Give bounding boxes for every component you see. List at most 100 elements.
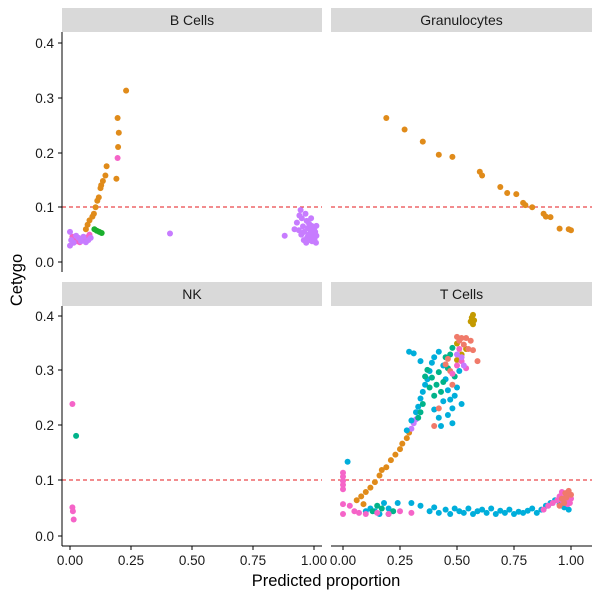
data-point (392, 451, 399, 458)
y-tick-label-bottom-1: 0.1 (35, 473, 54, 488)
data-point (428, 359, 435, 366)
data-point (281, 232, 288, 239)
data-point (70, 516, 77, 523)
data-point (511, 511, 517, 517)
data-point (417, 409, 424, 416)
data-point (408, 425, 415, 432)
data-point (374, 502, 381, 509)
x-axis-title: Predicted proportion (252, 572, 401, 590)
data-point (78, 238, 84, 245)
data-point (426, 508, 433, 515)
data-point (103, 163, 110, 170)
data-point (454, 384, 460, 391)
data-point (87, 234, 94, 241)
data-point (114, 115, 121, 121)
data-point (431, 406, 438, 413)
data-point (102, 172, 109, 179)
data-point (540, 506, 547, 513)
data-point (479, 172, 486, 179)
data-point (371, 479, 378, 486)
data-point (449, 344, 456, 351)
x-tick-label-left-3: 0.75 (240, 553, 266, 568)
data-point (410, 350, 417, 357)
data-point (497, 184, 504, 190)
y-tick-label-top-4: 0.4 (35, 36, 54, 51)
data-point (387, 457, 394, 464)
data-point (556, 502, 563, 509)
data-point (435, 369, 442, 376)
data-point (419, 401, 426, 407)
data-point (454, 362, 460, 369)
data-point (167, 230, 173, 237)
data-point (356, 509, 362, 516)
data-point (94, 197, 101, 204)
data-point (297, 207, 304, 213)
data-point (440, 398, 447, 405)
data-point (431, 354, 438, 361)
data-point (533, 509, 540, 516)
data-point (465, 346, 472, 352)
data-point (474, 358, 481, 365)
panel-granulocytes: Granulocytes (331, 8, 592, 234)
data-point (442, 361, 449, 368)
data-point (397, 446, 403, 453)
strip-b-cells (62, 8, 322, 32)
data-point (454, 357, 460, 363)
data-point (115, 129, 122, 136)
data-point (353, 497, 360, 504)
data-point (394, 500, 401, 506)
data-point (369, 508, 376, 515)
data-point (97, 185, 104, 192)
data-point (470, 321, 476, 328)
data-point (515, 508, 522, 515)
points-b-cells (67, 87, 320, 249)
data-point (561, 500, 568, 506)
data-point (73, 432, 80, 439)
data-point (298, 231, 305, 238)
data-point (385, 511, 392, 517)
data-point (435, 509, 442, 516)
x-tick-label-right-2: 0.50 (444, 553, 470, 568)
data-point (302, 210, 309, 217)
data-point (435, 151, 442, 158)
data-point (456, 368, 463, 374)
data-point (451, 392, 458, 399)
data-point (449, 420, 456, 427)
data-point (529, 204, 536, 211)
data-point (568, 491, 574, 498)
data-point (378, 467, 385, 473)
data-point (313, 232, 320, 239)
data-point (470, 311, 476, 318)
points-granulocytes (383, 115, 574, 234)
data-point (497, 507, 504, 514)
data-point (346, 502, 353, 509)
data-point (438, 423, 444, 429)
data-point (82, 226, 89, 233)
data-point (449, 153, 456, 160)
data-point (470, 511, 476, 517)
data-point (447, 511, 454, 517)
data-point (566, 500, 573, 506)
data-point (470, 347, 476, 354)
data-point (401, 126, 408, 133)
y-tick-label-top-3: 0.3 (35, 91, 54, 106)
strip-nk (62, 282, 322, 306)
data-point (408, 509, 415, 516)
data-point (69, 508, 76, 515)
data-point (447, 396, 454, 403)
data-point (340, 473, 346, 480)
data-point (114, 155, 121, 161)
data-point (419, 138, 426, 145)
data-point (458, 335, 465, 341)
data-point (313, 222, 320, 229)
y-tick-label-top-1: 0.1 (35, 200, 54, 215)
x-tick-label-right-3: 0.75 (501, 553, 527, 568)
data-point (438, 388, 444, 395)
data-point (460, 509, 467, 516)
data-point (449, 405, 456, 412)
data-point (463, 335, 470, 341)
data-point (98, 230, 105, 236)
data-point (399, 440, 406, 447)
data-point (549, 500, 556, 506)
x-tick-label-right-0: 0.00 (330, 553, 356, 568)
